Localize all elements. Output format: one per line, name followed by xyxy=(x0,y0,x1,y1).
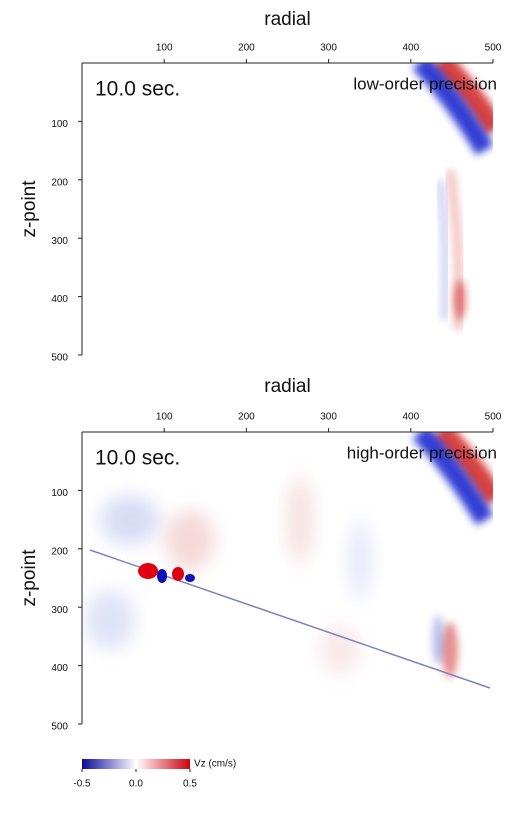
x-tick-label: 100 xyxy=(156,412,173,423)
x-axis-title: radial xyxy=(264,376,310,397)
y-tick-label: 400 xyxy=(51,663,68,674)
x-tick-label: 400 xyxy=(402,412,419,423)
wavefield-low xyxy=(412,63,493,331)
y-tick-label: 200 xyxy=(51,177,68,188)
y-axis-title: z-point xyxy=(19,180,40,238)
colorbar xyxy=(82,759,190,769)
x-tick-label: 300 xyxy=(320,43,337,54)
y-tick-label: 100 xyxy=(51,119,68,130)
x-tick-label: 500 xyxy=(485,412,502,423)
colorbar-tick-label: 0.0 xyxy=(129,779,143,790)
y-tick-label: 500 xyxy=(51,353,68,364)
x-tick-label: 100 xyxy=(156,43,173,54)
colorbar-tick-label: -0.5 xyxy=(73,779,91,790)
y-tick-label: 400 xyxy=(51,294,68,305)
x-tick-label: 200 xyxy=(238,412,255,423)
colorbar-label: Vz (cm/s) xyxy=(194,759,236,770)
x-tick-label: 400 xyxy=(402,43,419,54)
y-tick-label: 300 xyxy=(51,605,68,616)
y-tick-label: 300 xyxy=(51,236,68,247)
y-tick-label: 200 xyxy=(51,546,68,557)
y-tick-label: 100 xyxy=(51,488,68,499)
x-tick-label: 200 xyxy=(238,43,255,54)
x-axis-title: radial xyxy=(264,9,310,30)
time-label: 10.0 sec. xyxy=(95,447,180,470)
y-axis-title: z-point xyxy=(19,549,40,607)
x-tick-label: 300 xyxy=(320,412,337,423)
wavefield-high xyxy=(85,432,493,689)
method-label: high-order precision xyxy=(347,443,497,462)
x-tick-label: 500 xyxy=(485,43,502,54)
colorbar-tick-label: 0.5 xyxy=(183,779,197,790)
method-label: low-order precision xyxy=(353,74,497,93)
y-tick-label: 500 xyxy=(51,722,68,733)
time-label: 10.0 sec. xyxy=(95,78,180,101)
